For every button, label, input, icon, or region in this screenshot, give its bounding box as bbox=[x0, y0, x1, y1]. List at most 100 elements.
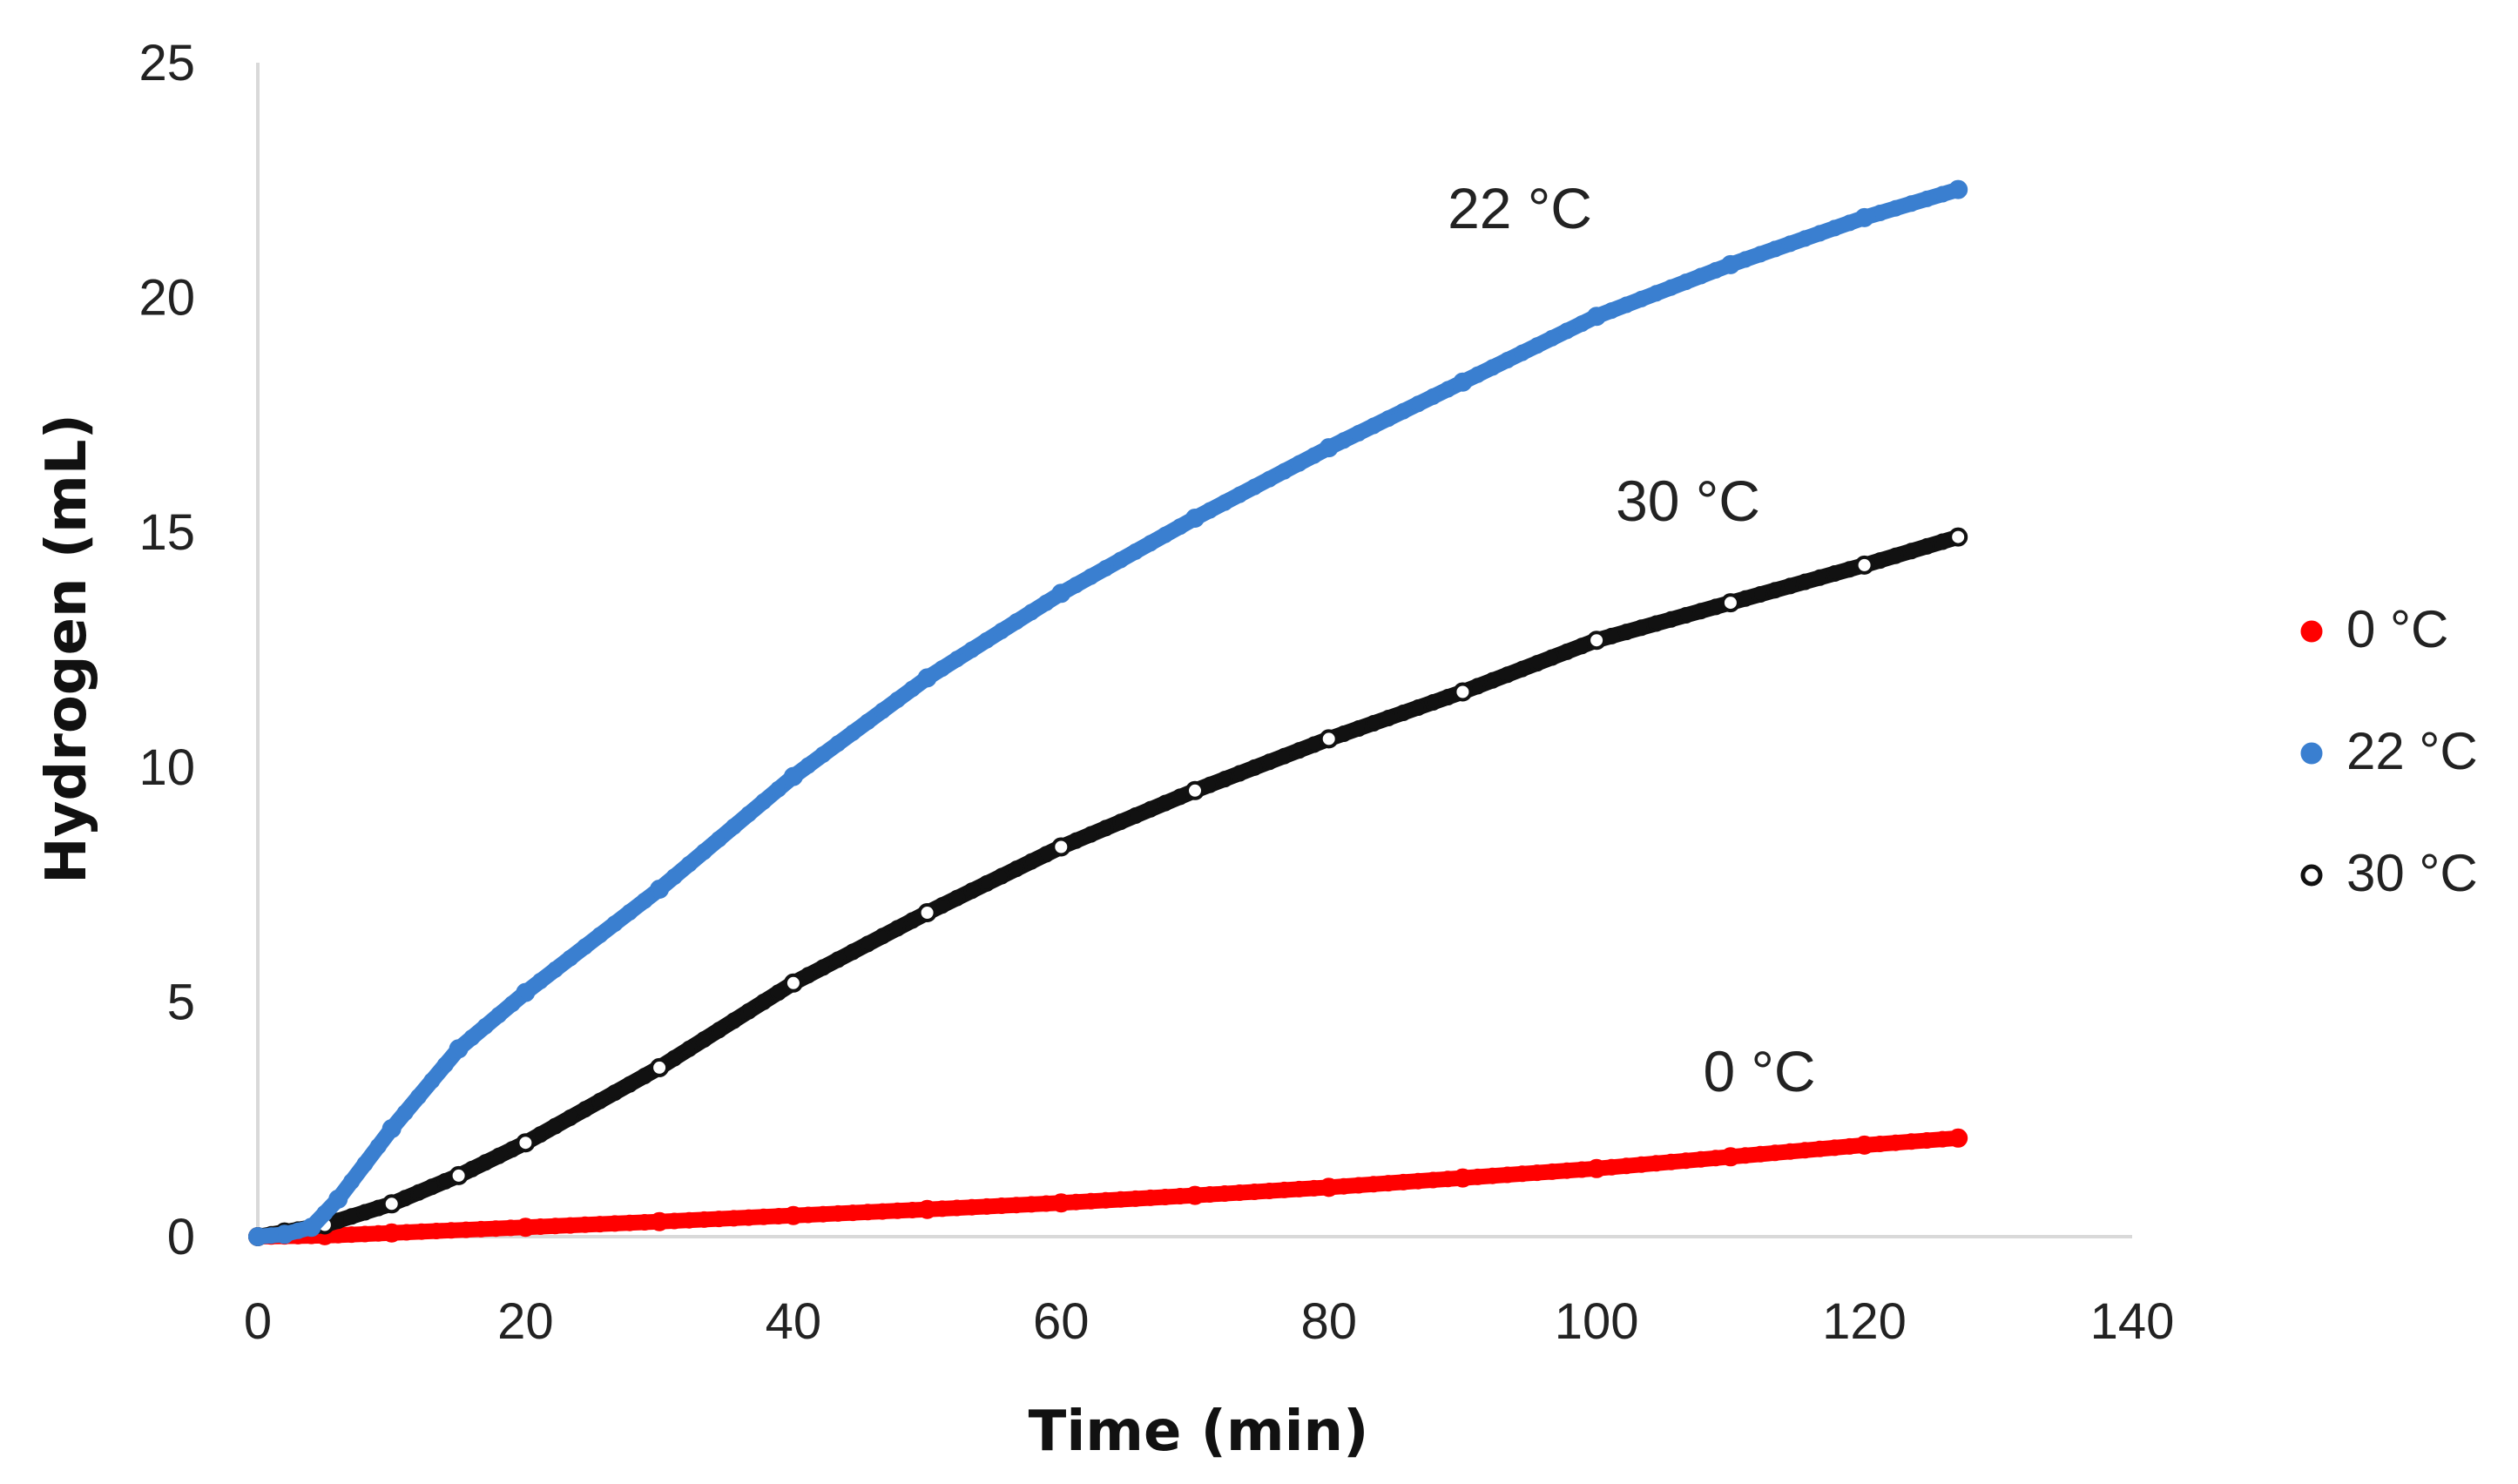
data-point bbox=[547, 961, 564, 978]
legend-label: 0 °C bbox=[2346, 600, 2448, 658]
data-point bbox=[1484, 671, 1502, 689]
data-point bbox=[516, 1218, 536, 1238]
data-point bbox=[1142, 1189, 1159, 1206]
data-point bbox=[1573, 315, 1590, 333]
data-point bbox=[1514, 660, 1531, 678]
data-point bbox=[1617, 1157, 1635, 1175]
data-point bbox=[457, 1221, 475, 1238]
data-point bbox=[650, 1057, 670, 1077]
data-point bbox=[1231, 486, 1248, 503]
data-point bbox=[356, 1225, 374, 1243]
x-tick-label: 20 bbox=[497, 1293, 554, 1350]
data-point bbox=[1171, 1188, 1189, 1204]
data-point bbox=[1499, 352, 1516, 368]
data-point bbox=[1632, 1156, 1650, 1173]
data-point bbox=[1796, 230, 1813, 247]
data-point bbox=[1350, 720, 1367, 737]
data-point bbox=[1720, 1147, 1740, 1167]
data-point bbox=[1380, 410, 1397, 428]
data-point bbox=[726, 1012, 742, 1029]
series-0CC bbox=[248, 1128, 1968, 1246]
data-point bbox=[978, 874, 996, 892]
data-point bbox=[948, 651, 966, 668]
data-point bbox=[695, 843, 712, 860]
data-point bbox=[1499, 666, 1516, 684]
data-point bbox=[248, 1227, 267, 1246]
data-point bbox=[1185, 780, 1205, 800]
data-point bbox=[963, 1198, 981, 1216]
data-point bbox=[783, 973, 803, 993]
data-point bbox=[650, 1211, 670, 1231]
data-point bbox=[993, 867, 1010, 885]
data-point bbox=[917, 903, 937, 922]
data-point bbox=[1514, 1165, 1531, 1183]
data-point bbox=[606, 1215, 624, 1232]
data-point bbox=[1632, 619, 1650, 637]
data-point bbox=[783, 766, 803, 786]
data-point bbox=[888, 1202, 906, 1219]
data-point bbox=[1737, 1147, 1754, 1164]
data-point bbox=[844, 1204, 861, 1222]
data-point bbox=[1678, 1152, 1695, 1170]
data-point bbox=[1663, 279, 1679, 296]
data-point bbox=[1514, 344, 1531, 361]
data-point bbox=[1245, 759, 1263, 776]
data-point bbox=[343, 1226, 361, 1244]
data-point bbox=[1216, 1185, 1233, 1202]
data-point bbox=[1112, 1191, 1130, 1208]
data-point bbox=[1469, 678, 1486, 695]
data-point bbox=[428, 1223, 445, 1239]
x-tick-label: 0 bbox=[244, 1293, 272, 1350]
data-point bbox=[740, 806, 758, 823]
y-tick-label: 20 bbox=[138, 270, 195, 327]
data-point bbox=[1291, 742, 1308, 759]
data-point bbox=[800, 1206, 817, 1224]
data-point bbox=[1752, 586, 1769, 603]
x-tick-label: 100 bbox=[1555, 1293, 1639, 1350]
data-point bbox=[1632, 290, 1650, 307]
legend-item: 30 °C bbox=[2300, 844, 2478, 902]
data-point bbox=[829, 1204, 847, 1222]
data-point bbox=[502, 1219, 519, 1237]
data-point bbox=[1558, 322, 1576, 340]
data-point bbox=[1934, 186, 1951, 203]
data-point bbox=[1948, 1128, 1968, 1148]
data-point bbox=[680, 1211, 698, 1229]
data-point bbox=[396, 1104, 414, 1122]
data-point bbox=[1854, 555, 1874, 575]
data-point bbox=[1008, 1197, 1025, 1214]
data-point bbox=[442, 1222, 460, 1239]
data-point bbox=[1067, 832, 1084, 849]
data-point bbox=[1231, 1184, 1248, 1201]
data-point bbox=[1617, 624, 1635, 641]
data-point bbox=[1201, 502, 1218, 519]
data-point bbox=[1752, 1145, 1769, 1163]
data-point bbox=[1841, 1137, 1858, 1155]
data-point bbox=[1872, 1136, 1888, 1152]
data-point bbox=[1082, 826, 1099, 843]
data-point bbox=[740, 1002, 758, 1020]
data-point bbox=[1707, 598, 1725, 616]
data-point bbox=[413, 1223, 430, 1240]
data-point bbox=[1335, 1177, 1353, 1195]
data-point bbox=[1543, 1163, 1561, 1180]
data-point bbox=[1587, 631, 1607, 651]
axes: 0 20 40 60 80 100 120 140 0 5 10 15 20 25 bbox=[138, 35, 2174, 1350]
data-point bbox=[680, 855, 698, 873]
data-point bbox=[1023, 604, 1040, 621]
data-point bbox=[328, 1189, 348, 1209]
data-point bbox=[1409, 395, 1427, 413]
data-point bbox=[711, 831, 727, 847]
data-point bbox=[1902, 195, 1920, 212]
y-tick-label: 15 bbox=[138, 504, 195, 561]
data-point bbox=[1067, 1193, 1084, 1211]
data-point bbox=[859, 1204, 876, 1221]
series-22CC bbox=[248, 179, 1968, 1246]
y-tick-label: 10 bbox=[138, 739, 195, 796]
data-point bbox=[1529, 655, 1546, 672]
data-point bbox=[978, 1197, 996, 1215]
data-point bbox=[356, 1204, 374, 1221]
data-point bbox=[1648, 1155, 1664, 1172]
